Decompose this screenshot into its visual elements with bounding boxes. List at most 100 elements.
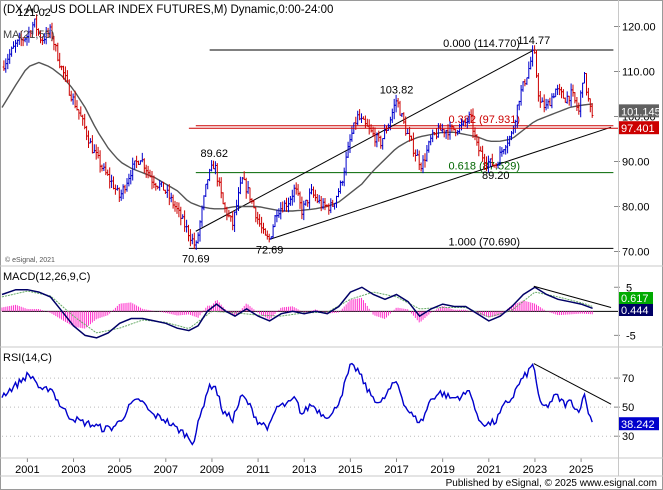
x-axis-tick-label: 2011 (246, 464, 270, 476)
price-bar (14, 39, 17, 53)
price-bar (393, 98, 396, 120)
price-bar (166, 184, 169, 198)
price-bar (344, 151, 348, 176)
price-bar (379, 135, 382, 149)
price-bar (562, 89, 565, 99)
price-bar (418, 150, 421, 170)
price-bar (427, 140, 430, 153)
price-bar (264, 228, 267, 236)
price-bar (143, 158, 146, 173)
price-bar (98, 150, 102, 173)
macd-value-label-b: 0.444 (621, 305, 649, 317)
price-bar (204, 183, 207, 197)
price-bar (383, 124, 386, 140)
price-bar (12, 41, 15, 49)
price-bar (120, 189, 123, 201)
rsi-y-tick-label: 70 (622, 373, 634, 385)
price-bar (225, 206, 229, 221)
price-bar (254, 207, 257, 223)
price-bar (193, 232, 196, 250)
price-bar (589, 98, 592, 113)
price-bar (145, 164, 148, 178)
price-bar (521, 81, 525, 92)
rsi-value-label: 38.242 (621, 419, 655, 431)
price-bar (431, 129, 434, 143)
x-axis-tick-label: 2013 (292, 464, 316, 476)
price-y-tick-label: 110.00 (622, 67, 655, 79)
price-bar (60, 65, 63, 71)
price-bar (525, 77, 529, 85)
price-bar (569, 83, 573, 107)
price-bar (560, 86, 563, 99)
last-price-box (619, 104, 659, 118)
price-bar (268, 233, 271, 243)
x-axis-tick-label: 2005 (107, 464, 131, 476)
price-bar (341, 180, 344, 186)
price-bar (206, 179, 209, 190)
price-bar (220, 177, 223, 199)
chart-title: (DX A0 - US DOLLAR INDEX FUTURES,M) Dyna… (3, 4, 333, 16)
marker-price-box (619, 121, 659, 135)
rsi-value-box (619, 417, 659, 431)
price-bar (198, 220, 202, 242)
price-bar (96, 146, 100, 159)
trend-channel-line (269, 126, 612, 240)
price-bar (579, 90, 582, 118)
macd-trend-line (533, 285, 612, 308)
price-bar (210, 160, 213, 172)
price-bar (6, 53, 9, 70)
price-bar (554, 88, 557, 98)
price-bar (314, 189, 317, 202)
price-bar (535, 49, 538, 78)
price-bar (85, 125, 88, 141)
price-y-tick-label: 120.00 (622, 22, 656, 34)
price-bar (300, 196, 304, 220)
macd-y-tick-label: 5 (626, 282, 632, 294)
price-bar (406, 128, 409, 135)
price-bar (256, 211, 259, 225)
macd-line (1, 286, 593, 339)
price-bar (89, 138, 92, 144)
price-bar (381, 138, 384, 150)
price-bar (258, 214, 261, 227)
price-bar (75, 100, 79, 111)
moving-average-line (1, 61, 593, 212)
price-bar (391, 108, 394, 123)
price-bar (298, 191, 302, 209)
rsi-trend-line (533, 363, 612, 405)
price-bar (150, 171, 154, 190)
x-axis-tick-label: 2009 (200, 464, 224, 476)
price-bar (248, 187, 252, 203)
price-bar (118, 187, 121, 202)
price-bar (529, 56, 532, 70)
price-bar (187, 224, 190, 242)
price-bar (437, 123, 440, 138)
price-bar (398, 100, 402, 116)
macd-y-tick-label: -5 (626, 330, 636, 342)
price-bar (196, 232, 200, 244)
price-bar (71, 93, 75, 105)
rsi-title: RSI(14,C) (3, 352, 52, 364)
price-bar (260, 216, 263, 234)
price-annotation: 89.20 (482, 170, 510, 182)
price-y-tick-label: 70.00 (622, 247, 650, 259)
x-axis-tick-label: 2001 (15, 464, 39, 476)
price-bar (54, 43, 57, 52)
price-bar (310, 184, 313, 195)
price-bar (179, 206, 182, 226)
price-bar (58, 52, 61, 69)
price-bar (577, 102, 580, 115)
price-bar (523, 79, 527, 87)
price-bar (223, 202, 227, 213)
price-bar (33, 18, 36, 28)
price-bars (2, 14, 594, 250)
price-bar (504, 145, 507, 155)
price-bar (277, 208, 281, 218)
price-annotation: 103.82 (380, 84, 414, 96)
price-bar (308, 188, 311, 209)
price-bar (273, 215, 277, 228)
x-axis-tick-label: 2023 (523, 464, 547, 476)
price-bar (212, 160, 215, 170)
